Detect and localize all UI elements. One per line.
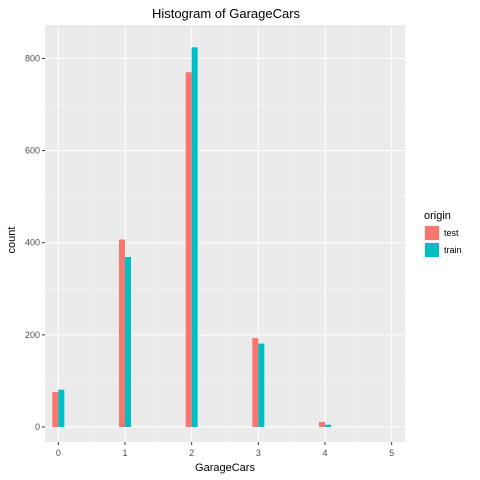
x-tick-label: 5 bbox=[389, 448, 394, 458]
legend-swatch-train bbox=[425, 243, 439, 257]
y-tick-label: 600 bbox=[25, 146, 40, 156]
y-tick-label: 200 bbox=[25, 330, 40, 340]
grid-minor bbox=[45, 25, 405, 442]
bar-test-0 bbox=[52, 391, 59, 427]
bar-test-1 bbox=[119, 239, 125, 427]
y-axis-title: count bbox=[6, 227, 18, 254]
y-tick-label: 0 bbox=[35, 422, 40, 432]
x-tick-label: 3 bbox=[256, 448, 261, 458]
bar-train-3 bbox=[258, 343, 265, 427]
bar-test-3 bbox=[252, 338, 259, 427]
x-tick-label: 0 bbox=[56, 448, 61, 458]
x-tick-label: 1 bbox=[122, 448, 127, 458]
legend-label-train: train bbox=[444, 245, 462, 255]
x-axis: 0 1 2 3 4 5 bbox=[56, 442, 394, 458]
legend-keys: test train bbox=[424, 225, 462, 258]
bars bbox=[52, 47, 331, 427]
y-tick-label: 400 bbox=[25, 238, 40, 248]
chart-title: Histogram of GarageCars bbox=[152, 6, 301, 21]
legend-swatch-test bbox=[425, 226, 439, 240]
legend: origin test train bbox=[424, 210, 462, 258]
bar-train-2 bbox=[191, 47, 198, 427]
bar-test-4 bbox=[319, 421, 325, 427]
bar-test-2 bbox=[185, 72, 192, 427]
legend-title: origin bbox=[424, 210, 451, 222]
legend-label-test: test bbox=[444, 228, 459, 238]
bar-train-1 bbox=[125, 256, 131, 427]
bar-train-4 bbox=[325, 424, 331, 427]
y-axis: 0 200 400 600 800 bbox=[25, 53, 45, 432]
bar-train-0 bbox=[58, 389, 65, 427]
x-axis-title: GarageCars bbox=[195, 462, 255, 474]
x-tick-label: 4 bbox=[322, 448, 327, 458]
y-tick-label: 800 bbox=[25, 53, 40, 63]
x-tick-label: 2 bbox=[189, 448, 194, 458]
